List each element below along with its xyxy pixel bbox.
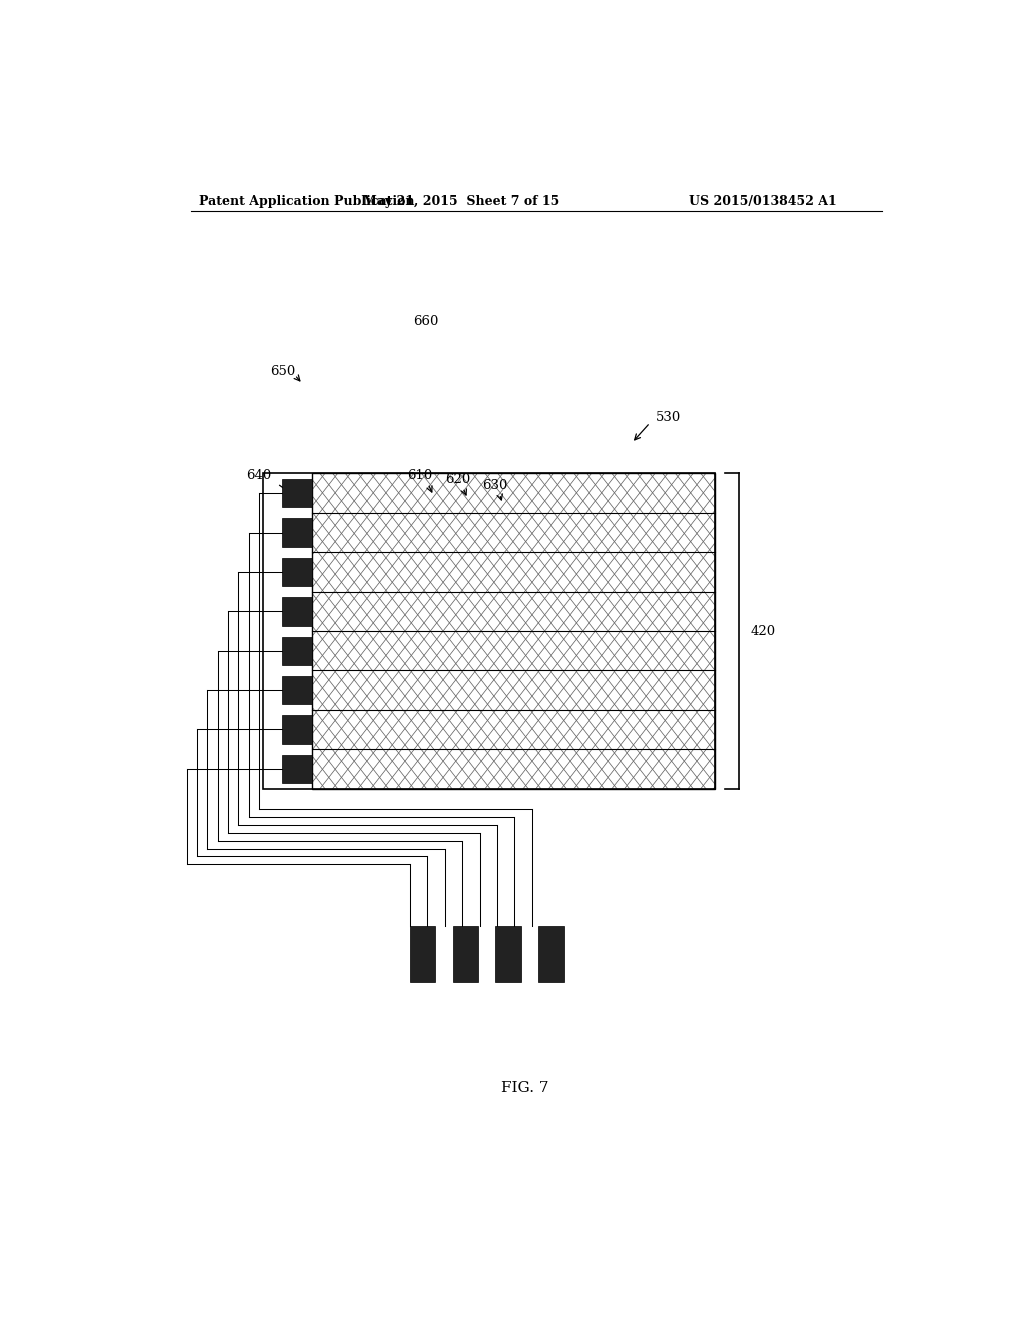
Text: 420: 420 (751, 624, 776, 638)
Bar (312, 474, 715, 788)
Bar (453, 925, 478, 982)
Bar (282, 519, 312, 546)
Bar (282, 715, 312, 743)
Text: 640: 640 (247, 469, 271, 482)
Bar (282, 558, 312, 586)
Text: FIG. 7: FIG. 7 (501, 1081, 549, 1096)
Bar (282, 755, 312, 783)
Text: 650: 650 (270, 366, 295, 379)
Text: 660: 660 (413, 314, 438, 327)
Bar (282, 597, 312, 626)
Bar (410, 925, 435, 982)
Bar (539, 925, 563, 982)
Text: US 2015/0138452 A1: US 2015/0138452 A1 (689, 194, 837, 207)
Bar (282, 479, 312, 507)
Text: 610: 610 (408, 469, 433, 482)
Bar (263, 474, 715, 788)
Bar (282, 636, 312, 665)
Bar (496, 925, 521, 982)
Text: 530: 530 (655, 411, 681, 424)
Text: 630: 630 (482, 479, 507, 492)
Text: May 21, 2015  Sheet 7 of 15: May 21, 2015 Sheet 7 of 15 (364, 194, 559, 207)
Text: Patent Application Publication: Patent Application Publication (200, 194, 415, 207)
Text: 620: 620 (444, 473, 470, 486)
Bar (282, 676, 312, 705)
